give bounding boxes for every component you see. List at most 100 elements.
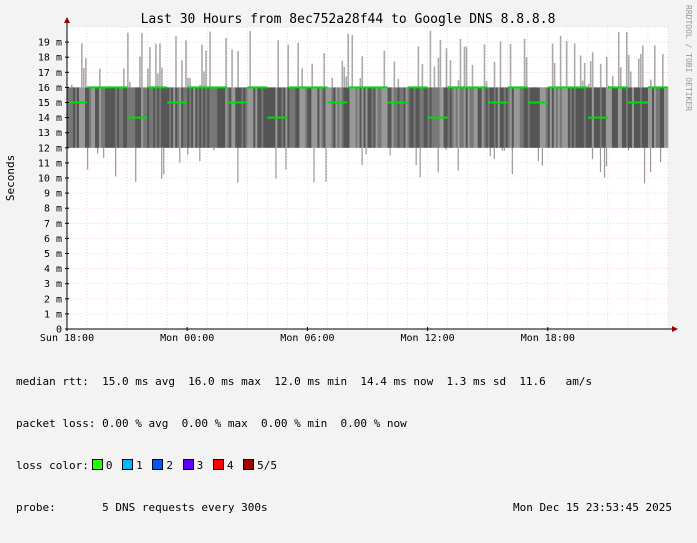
smoke-column bbox=[341, 87, 343, 147]
smoke-spike bbox=[323, 53, 325, 87]
smoke-spike-low bbox=[161, 148, 162, 179]
x-tick-label: Sun 18:00 bbox=[40, 333, 94, 344]
smoke-column bbox=[69, 87, 71, 147]
smoke-column bbox=[508, 87, 510, 147]
smoke-spike bbox=[484, 44, 486, 87]
smoke-column bbox=[480, 87, 482, 147]
smoke-spike bbox=[129, 82, 131, 88]
smoke-column bbox=[392, 87, 394, 147]
smoke-column bbox=[466, 87, 468, 147]
smoke-spike-low bbox=[187, 148, 188, 155]
smoke-column bbox=[79, 87, 81, 147]
smoke-column bbox=[221, 87, 223, 147]
smoke-spike-low bbox=[538, 148, 539, 161]
smoke-column bbox=[654, 87, 656, 147]
smoke-column bbox=[113, 87, 115, 147]
smoke-column bbox=[167, 87, 169, 147]
smoke-spike bbox=[205, 51, 207, 88]
smoke-column bbox=[664, 87, 666, 147]
smoke-spike-low bbox=[660, 148, 661, 162]
smoke-spike-low bbox=[420, 148, 421, 177]
smoke-spike-low bbox=[504, 148, 505, 151]
smoke-column bbox=[361, 87, 363, 147]
x-tick-label: Mon 12:00 bbox=[401, 333, 455, 344]
smoke-column bbox=[115, 87, 117, 147]
smoke-spike bbox=[189, 78, 191, 87]
smoke-column bbox=[231, 87, 233, 147]
loss-color-legend: loss color:0 1 2 3 4 5/5 bbox=[16, 459, 592, 473]
smoke-column bbox=[351, 87, 353, 147]
smoke-column bbox=[478, 87, 480, 147]
smoke-column bbox=[201, 87, 203, 147]
smoke-column bbox=[468, 87, 470, 147]
smoke-spike bbox=[398, 79, 400, 87]
smoke-column bbox=[650, 87, 652, 147]
smoke-column bbox=[584, 87, 586, 147]
smoke-column bbox=[556, 87, 558, 147]
smoke-column bbox=[299, 87, 301, 147]
smoke-column bbox=[506, 87, 508, 147]
smoke-column bbox=[618, 87, 620, 147]
smoke-column bbox=[205, 87, 207, 147]
smoke-column bbox=[343, 87, 345, 147]
x-tick-label: Mon 18:00 bbox=[521, 333, 575, 344]
smoke-column bbox=[494, 87, 496, 147]
smoke-column bbox=[73, 87, 75, 147]
smoke-column bbox=[550, 87, 552, 147]
smoke-spike bbox=[524, 39, 526, 88]
smoke-column bbox=[219, 87, 221, 147]
smoke-column bbox=[323, 87, 325, 147]
smoke-spike-low bbox=[446, 148, 447, 150]
smoke-spike-low bbox=[600, 148, 601, 172]
smoke-column bbox=[406, 87, 408, 147]
smoke-column bbox=[544, 87, 546, 147]
smoke-column bbox=[666, 87, 668, 147]
smoke-column bbox=[89, 87, 91, 147]
smoke-column bbox=[191, 87, 193, 147]
y-tick-label: 10 m bbox=[38, 174, 62, 185]
smoke-column bbox=[464, 87, 466, 147]
smoke-column bbox=[396, 87, 398, 147]
smoke-column bbox=[462, 87, 464, 147]
smoke-spike bbox=[640, 54, 642, 87]
smoke-column bbox=[125, 87, 127, 147]
y-tick-label: 14 m bbox=[38, 113, 62, 124]
smoke-column bbox=[634, 87, 636, 147]
smoke-column bbox=[512, 87, 514, 147]
smoke-column bbox=[327, 87, 329, 147]
smoke-column bbox=[165, 87, 167, 147]
smoke-column bbox=[566, 87, 568, 147]
smoke-column bbox=[412, 87, 414, 147]
smoke-column bbox=[612, 87, 614, 147]
smoke-column bbox=[530, 87, 532, 147]
smoke-column bbox=[524, 87, 526, 147]
smoke-spike bbox=[331, 78, 333, 88]
smoke-column bbox=[353, 87, 355, 147]
smoke-column bbox=[295, 87, 297, 147]
smoke-spike-low bbox=[606, 148, 607, 167]
smoke-column bbox=[522, 87, 524, 147]
smoke-column bbox=[291, 87, 293, 147]
smoke-spike bbox=[446, 48, 448, 87]
smoke-column bbox=[241, 87, 243, 147]
smoke-spike bbox=[620, 67, 622, 87]
smoke-column bbox=[257, 87, 259, 147]
smoke-column bbox=[416, 87, 418, 147]
smoke-column bbox=[159, 87, 161, 147]
smoke-spike bbox=[311, 64, 313, 88]
smoke-column bbox=[610, 87, 612, 147]
smoke-spike bbox=[638, 59, 640, 88]
smoke-spike-low bbox=[365, 148, 366, 154]
smoke-column bbox=[582, 87, 584, 147]
smoke-column bbox=[105, 87, 107, 147]
smoke-spike bbox=[149, 47, 151, 87]
smoke-column bbox=[185, 87, 187, 147]
smoke-spike-low bbox=[97, 148, 98, 154]
chart-canvas: 01 m2 m3 m4 m5 m6 m7 m8 m9 m10 m11 m12 m… bbox=[0, 0, 697, 345]
smoke-spike bbox=[127, 33, 129, 88]
smoke-column bbox=[622, 87, 624, 147]
loss-color-swatch-label: 0 bbox=[106, 459, 119, 472]
smoke-spike bbox=[588, 84, 590, 88]
smoke-column bbox=[496, 87, 498, 147]
smoke-column bbox=[207, 87, 209, 147]
